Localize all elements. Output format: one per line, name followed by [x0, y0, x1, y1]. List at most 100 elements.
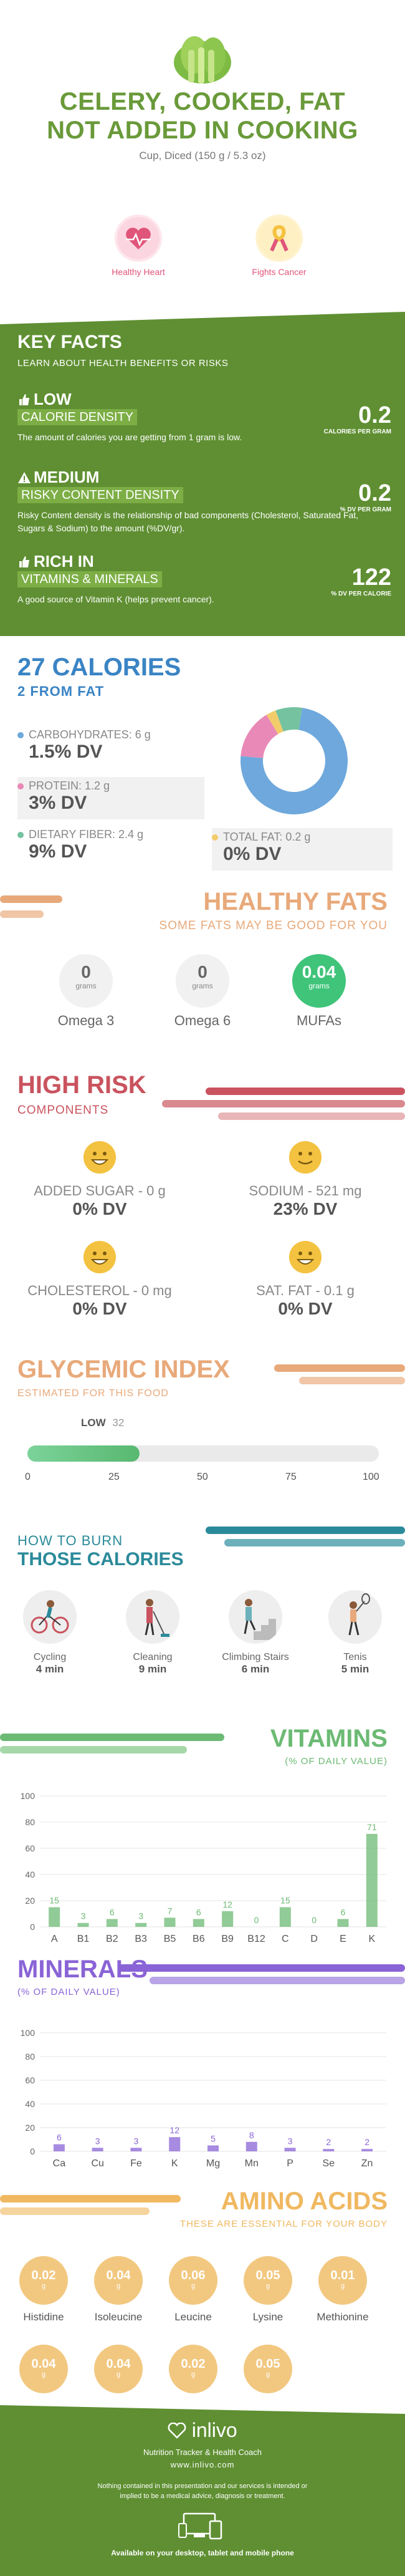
- gi-tick: 25: [108, 1472, 120, 1482]
- bar-K: [169, 2137, 181, 2151]
- glycemic-fill: [27, 1445, 140, 1462]
- risk-label: CHOLESTEROL - 0 mg: [27, 1283, 172, 1298]
- amino-unit: g: [191, 2282, 196, 2290]
- amino-value-circle: 0.04 g: [94, 2256, 143, 2305]
- brand-logo: inlivo: [0, 2419, 405, 2442]
- bar-P: [284, 2148, 296, 2151]
- bar-value-label: 0: [254, 1915, 259, 1925]
- glycemic-reading: LOW 32: [81, 1417, 124, 1429]
- bar-value-label: 6: [196, 1907, 201, 1917]
- fact-calorie-density: LOW CALORIE DENSITY The amount of calori…: [17, 390, 391, 444]
- risk-cholesterol: CHOLESTEROL - 0 mg 0% DV: [19, 1241, 181, 1319]
- heart-pulse-icon: [115, 215, 162, 262]
- x-tick-label: C: [282, 1934, 289, 1944]
- badge-label: Fights Cancer: [252, 267, 307, 277]
- nutrient-label: DIETARY FIBER: 2.4 g: [29, 828, 144, 841]
- minerals-subtitle: (% OF DAILY VALUE): [17, 1987, 120, 1997]
- decor-bar: [162, 1100, 405, 1107]
- burn-value: 5 min: [341, 1663, 369, 1675]
- fat-label: MUFAs: [296, 1013, 342, 1028]
- bar-value-label: 15: [280, 1896, 290, 1906]
- key-facts-subtitle: LEARN ABOUT HEALTH BENEFITS OR RISKS: [17, 358, 229, 369]
- bar-value-label: 5: [211, 2134, 216, 2144]
- bar-Cu: [92, 2148, 103, 2151]
- amino-unit: g: [265, 2282, 270, 2290]
- fat-label: Omega 6: [174, 1013, 231, 1028]
- fact-risky-content-density: MEDIUM RISKY CONTENT DENSITY Risky Conte…: [17, 468, 391, 535]
- healthy-fats-title: HEALTHY FATS: [203, 888, 388, 915]
- x-tick-label: Mn: [245, 2158, 259, 2169]
- bar-value-label: 12: [222, 1899, 232, 1909]
- bar-B9: [222, 1911, 234, 1927]
- amino-unit: g: [116, 2282, 121, 2290]
- fact-description: Risky Content density is the relationshi…: [17, 510, 359, 533]
- badge-label: Healthy Heart: [112, 267, 165, 277]
- x-tick-label: K: [368, 1934, 375, 1944]
- bar-value-label: 3: [138, 1911, 143, 1921]
- x-tick-label: Ca: [53, 2158, 66, 2169]
- x-tick-label: Zn: [361, 2158, 373, 2169]
- risk-dv: 0% DV: [72, 1299, 127, 1318]
- fact-level: LOW: [34, 390, 72, 408]
- fat-value-circle: 0 grams: [176, 954, 229, 1008]
- amino-unit: g: [41, 2282, 46, 2290]
- amino-item-isoleucine: 0.04 g Isoleucine: [75, 2256, 162, 2323]
- amino-unit: g: [191, 2371, 196, 2378]
- bar-Se: [323, 2149, 335, 2151]
- fat-omega6: 0 grams Omega 6: [153, 954, 252, 1029]
- amino-label: Leucine: [174, 2311, 212, 2323]
- glycemic-scale: [27, 1445, 379, 1462]
- decor-bar: [218, 1112, 405, 1120]
- inlivo-heart-icon: [168, 2422, 186, 2439]
- y-tick-label: 20: [25, 1896, 35, 1906]
- calorie-donut-chart: [241, 707, 348, 814]
- footer-url[interactable]: www.inlivo.com: [170, 2460, 235, 2469]
- risk-label: SODIUM - 521 mg: [249, 1183, 362, 1199]
- amino-label: Isoleucine: [94, 2311, 143, 2323]
- celery-image: [174, 36, 231, 84]
- bar-B2: [106, 1919, 118, 1927]
- decor-bar: [0, 2207, 150, 2215]
- donut-slice-carbs: [241, 707, 348, 814]
- fact-level: RICH IN: [34, 552, 94, 571]
- fact-name: RISKY CONTENT DENSITY: [17, 487, 183, 503]
- nutrient-protein: PROTEIN: 1.2 g 3% DV: [17, 777, 204, 819]
- nutrient-fat: TOTAL FAT: 0.2 g 0% DV: [212, 828, 393, 871]
- risk-label: SAT. FAT - 0.1 g: [256, 1283, 355, 1298]
- burn-cycling: Cycling 4 min: [6, 1590, 93, 1676]
- gi-tick: 0: [25, 1472, 31, 1482]
- x-tick-label: B1: [77, 1934, 90, 1944]
- bar-value-label: 3: [288, 2136, 293, 2146]
- nutrient-carbs: CARBOHYDRATES: 6 g 1.5% DV: [17, 728, 151, 763]
- calories-subtitle: 2 FROM FAT: [17, 683, 105, 699]
- bar-value-label: 3: [95, 2136, 100, 2146]
- burn-cleaning: Cleaning 9 min: [109, 1590, 196, 1676]
- badge-fights-cancer: Fights Cancer: [242, 215, 317, 277]
- fat-value: 0: [198, 962, 207, 982]
- amino-value: 0.04: [106, 2357, 131, 2371]
- risk-label: ADDED SUGAR - 0 g: [34, 1183, 166, 1199]
- amino-item-lysine: 0.05 g Lysine: [224, 2256, 312, 2323]
- footer-tagline: Nutrition Tracker & Health Coach: [143, 2448, 262, 2457]
- fat-label: Omega 3: [57, 1013, 115, 1028]
- x-tick-label: Mg: [206, 2158, 220, 2169]
- burn-label: Cleaning: [133, 1652, 173, 1662]
- burn-value: 9 min: [138, 1663, 167, 1675]
- decor-bar: [0, 910, 44, 918]
- amino-value: 0.04: [31, 2357, 56, 2371]
- amino-unit: g: [265, 2371, 270, 2378]
- bar-B6: [193, 1919, 204, 1927]
- healthy-fats-subtitle: SOME FATS MAY BE GOOD FOR YOU: [159, 919, 388, 932]
- amino-unit: g: [41, 2371, 46, 2378]
- legend-dot: [212, 834, 218, 841]
- legend-dot: [17, 732, 24, 739]
- footer: inlivo Nutrition Tracker & Health Coach …: [0, 2401, 405, 2576]
- key-facts-section: KEY FACTS LEARN ABOUT HEALTH BENEFITS OR…: [0, 306, 405, 636]
- smiley-icon: [83, 1241, 116, 1273]
- ribbon-icon: [255, 215, 303, 262]
- x-tick-label: A: [51, 1934, 58, 1944]
- thumbs-up-icon: [19, 393, 29, 405]
- x-tick-label: B12: [247, 1934, 265, 1944]
- footer-top-edge: [0, 2401, 405, 2414]
- amino-value: 0.05: [255, 2269, 280, 2282]
